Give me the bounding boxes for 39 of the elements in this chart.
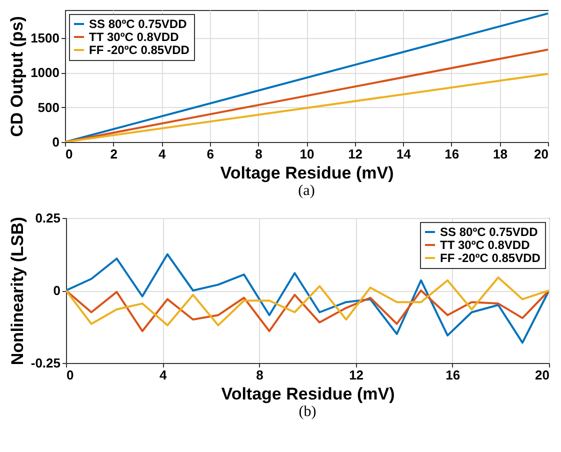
y-tick-label: 500	[38, 100, 60, 115]
x-tick-label: 16	[446, 368, 460, 382]
x-axis-title: Voltage Residue (mV)	[220, 164, 394, 182]
y-tick-label: 0	[53, 283, 60, 298]
x-tick-label: 10	[300, 146, 314, 162]
legend-label: SS 80ºC 0.75VDD	[440, 225, 538, 239]
y-tick-label: 0.25	[35, 210, 60, 226]
legend-label: TT 30ºC 0.8VDD	[440, 238, 530, 252]
x-tick-label: 4	[159, 368, 168, 382]
x-tick-label: 8	[255, 146, 262, 162]
y-axis-title: CD Output (ps)	[8, 16, 27, 137]
x-tick-label: 20	[535, 368, 550, 382]
line-series	[66, 253, 549, 344]
y-tick-label: 1500	[30, 30, 60, 46]
legend-label: FF -20ºC 0.85VDD	[89, 43, 190, 57]
x-tick-label: 14	[396, 146, 412, 162]
x-tick-label: 0	[66, 368, 74, 382]
x-tick-label: 16	[444, 146, 460, 162]
line-series	[66, 290, 549, 332]
x-tick-label: 2	[110, 146, 118, 162]
x-tick-label: 4	[158, 146, 166, 162]
y-tick-label: -0.25	[30, 356, 60, 370]
legend-label: SS 80ºC 0.75VDD	[89, 17, 188, 31]
text: (b)	[298, 404, 316, 420]
y-axis-title: Nonlinearity (LSB)	[8, 216, 27, 366]
x-axis-title: Voltage Residue (mV)	[221, 384, 395, 404]
x-tick-label: 18	[492, 146, 508, 162]
y-tick-label: 0	[52, 134, 60, 150]
x-tick-label: 6	[206, 146, 214, 162]
y-tick-label: 1000	[30, 65, 60, 80]
legend-label: FF -20ºC 0.85VDD	[440, 251, 541, 265]
legend-label: TT 30ºC 0.8VDD	[89, 30, 180, 44]
line-series	[66, 276, 549, 326]
x-tick-label: 12	[349, 368, 364, 382]
text: (a)	[298, 183, 315, 199]
x-tick-label: 12	[348, 146, 363, 162]
x-tick-label: 0	[66, 146, 73, 162]
x-tick-label: 8	[256, 368, 264, 382]
x-tick-label: 20	[534, 146, 548, 162]
